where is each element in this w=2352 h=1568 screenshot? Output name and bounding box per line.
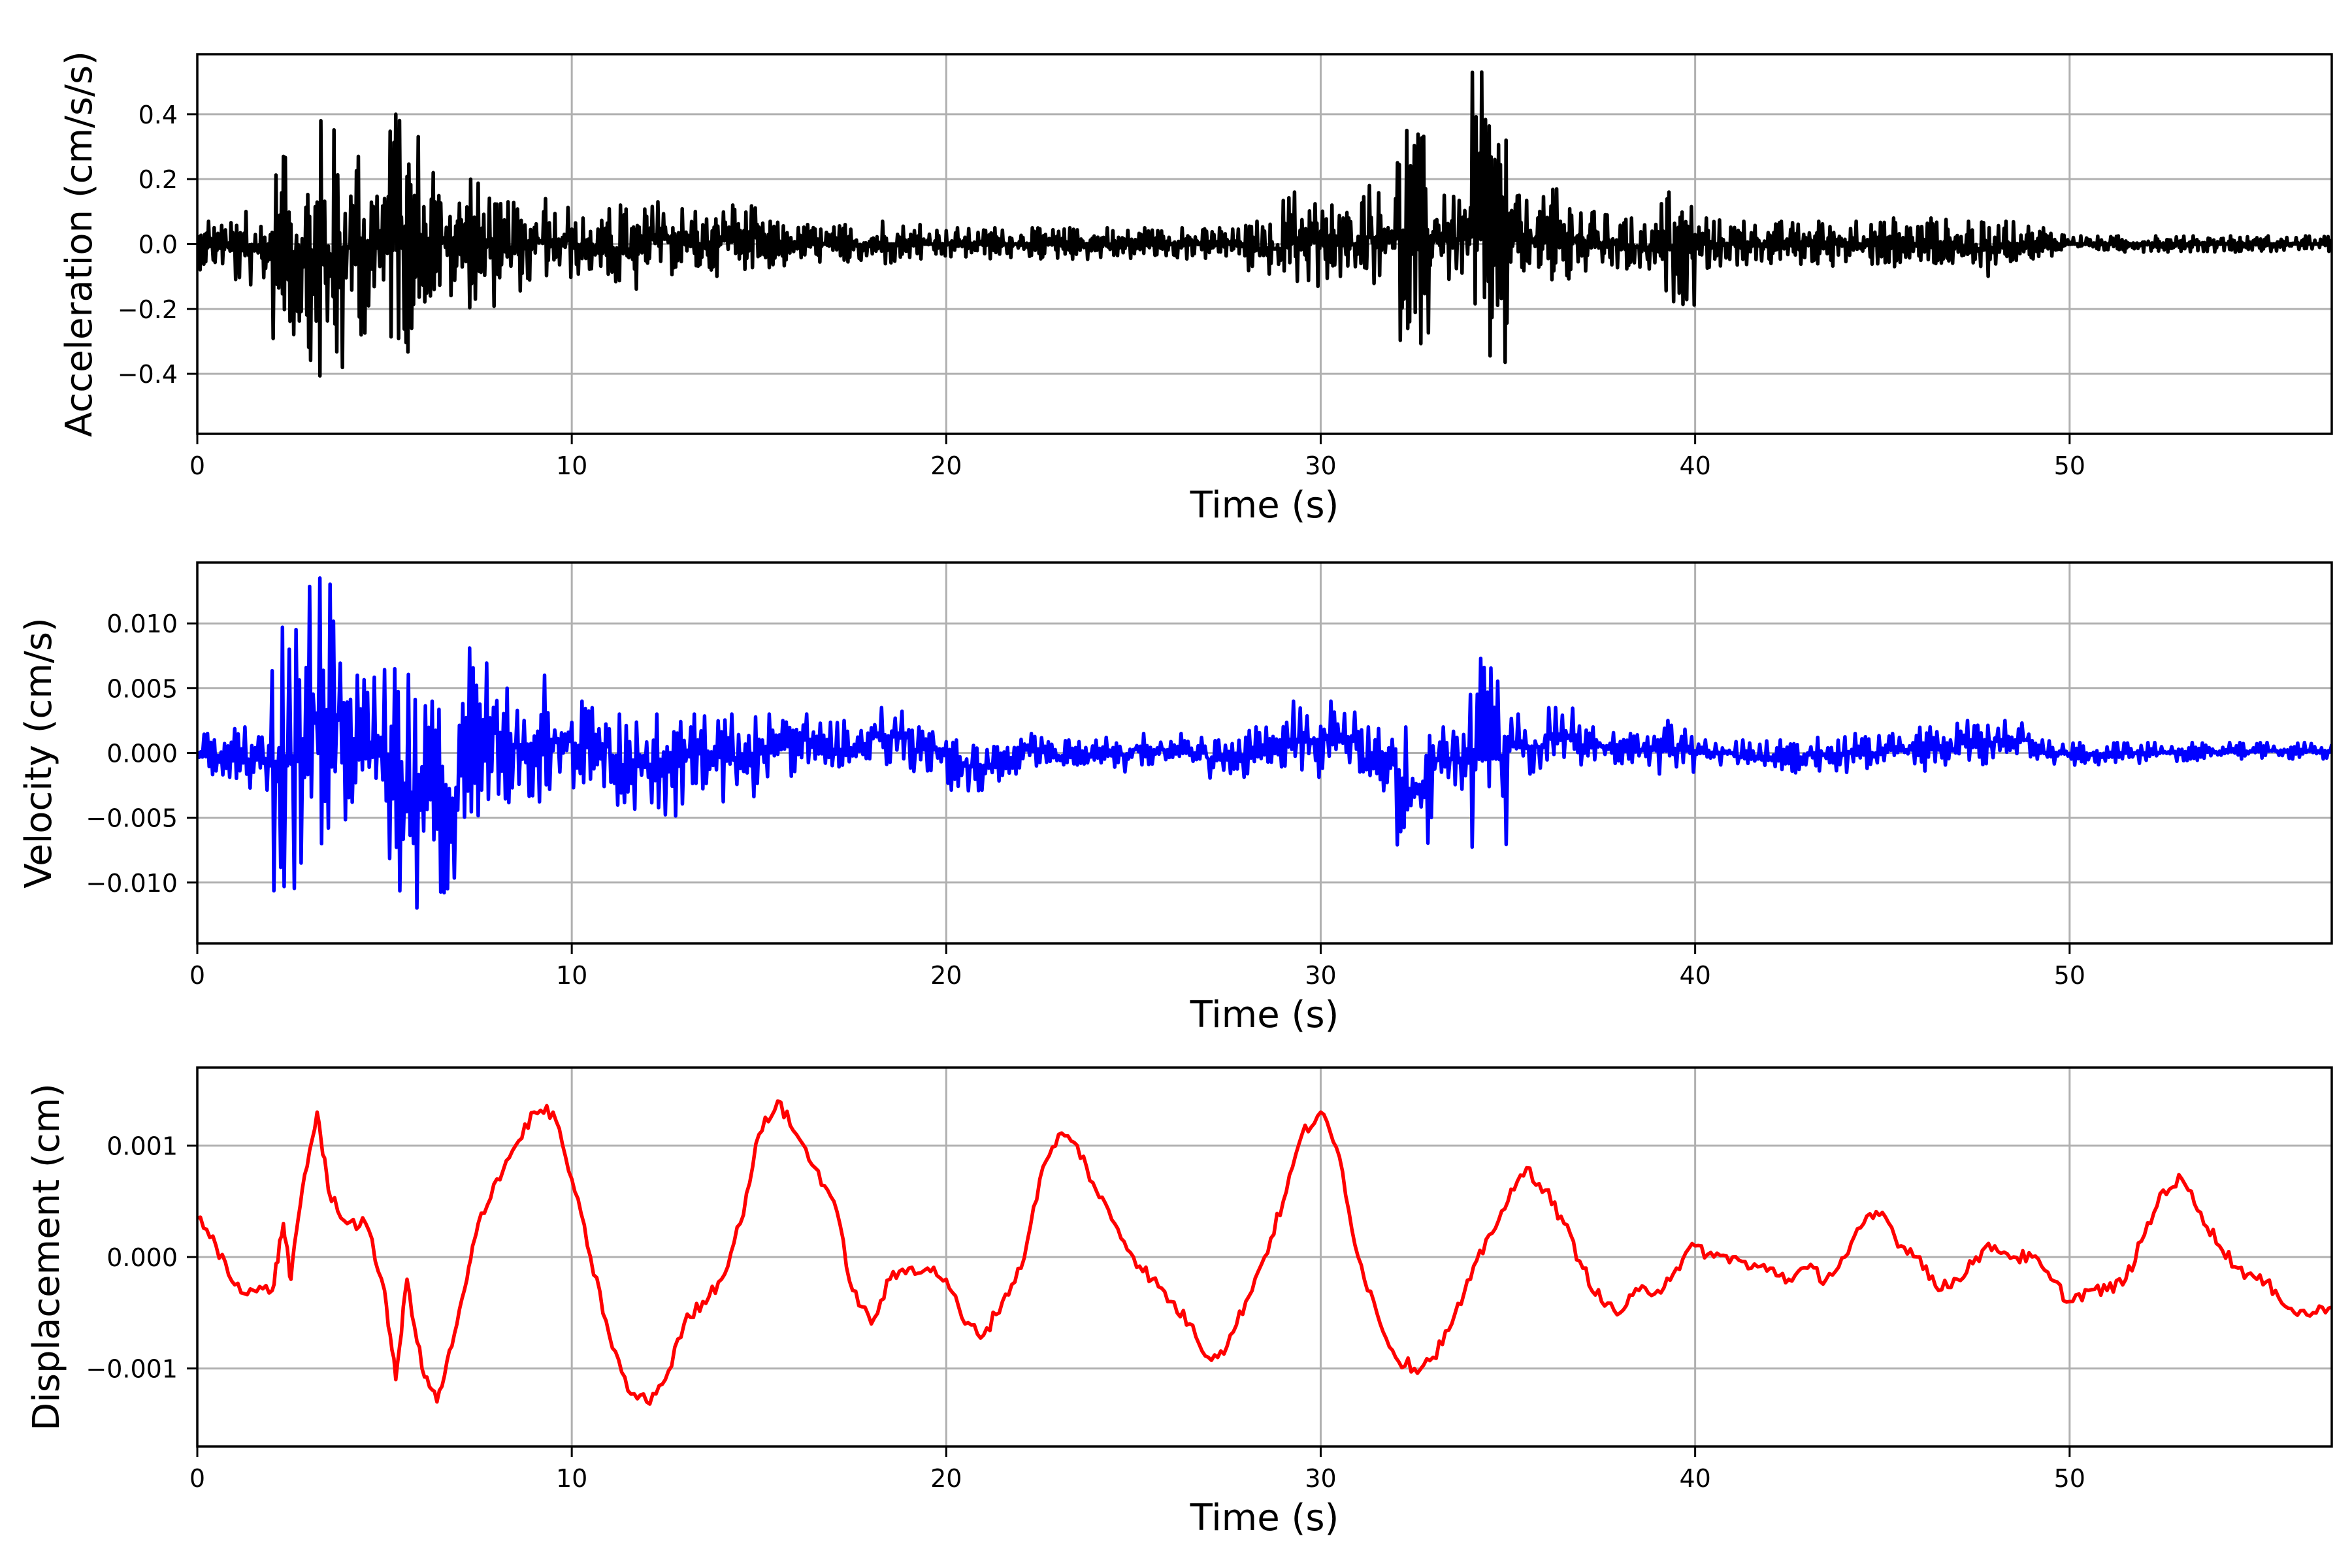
y-tick-label: 0.010 [106, 610, 178, 638]
y-axis-label: Velocity (cm/s) [18, 617, 60, 889]
y-tick-label: 0.0 [139, 231, 178, 259]
x-tick-label: 40 [1679, 1464, 1710, 1493]
series-line [197, 576, 2332, 910]
x-tick-label: 40 [1679, 451, 1710, 480]
x-tick-label: 10 [556, 451, 587, 480]
y-tick-label: −0.2 [118, 295, 178, 324]
x-axis-label: Time (s) [1190, 994, 1339, 1036]
x-tick-label: 20 [930, 1464, 962, 1493]
x-tick-label: 30 [1305, 1464, 1336, 1493]
y-axis-label: Displacement (cm) [25, 1083, 68, 1431]
y-tick-label: 0.4 [139, 101, 178, 129]
x-tick-label: 50 [2054, 451, 2085, 480]
y-tick-label: −0.005 [86, 804, 178, 833]
x-axis-label: Time (s) [1190, 484, 1339, 527]
series-line [197, 1099, 2332, 1406]
y-tick-label: 0.000 [106, 740, 178, 768]
axes-frame [196, 561, 2333, 945]
y-tick-label: −0.010 [86, 869, 178, 898]
y-tick-label: 0.000 [106, 1243, 178, 1272]
y-tick-label: 0.2 [139, 165, 178, 194]
subplot-2: 0 10 20 30 40 50 −0.010 −0.005 0.000 0.005 0.010 Ti… [18, 561, 2333, 1036]
y-tick-label: −0.001 [86, 1355, 178, 1384]
subplot-3: 0 10 20 30 40 50 −0.001 0.000 0.001 Time (s) Displ… [25, 1066, 2333, 1539]
x-tick-label: 10 [556, 1464, 587, 1493]
axes-frame [196, 1066, 2333, 1448]
subplot-1: 0 10 20 30 40 50 −0.4 −0.2 0.0 0.2 0.4 Time (s) Acce… [58, 51, 2333, 527]
y-axis-label: Acceleration (cm/s/s) [58, 51, 101, 437]
y-tick-label: 0.005 [106, 674, 178, 703]
x-axis-label: Time (s) [1190, 1497, 1339, 1539]
x-tick-label: 0 [189, 961, 205, 990]
series-line [197, 70, 2332, 378]
x-tick-label: 50 [2054, 1464, 2085, 1493]
x-tick-label: 30 [1305, 451, 1336, 480]
x-tick-label: 50 [2054, 961, 2085, 990]
x-tick-label: 0 [189, 1464, 205, 1493]
x-tick-label: 0 [189, 451, 205, 480]
x-tick-label: 10 [556, 961, 587, 990]
x-tick-label: 40 [1679, 961, 1710, 990]
y-tick-label: 0.001 [106, 1132, 178, 1160]
x-tick-label: 20 [930, 451, 962, 480]
x-tick-label: 30 [1305, 961, 1336, 990]
x-tick-label: 20 [930, 961, 962, 990]
axes-frame [196, 53, 2333, 435]
y-tick-label: −0.4 [118, 360, 178, 389]
